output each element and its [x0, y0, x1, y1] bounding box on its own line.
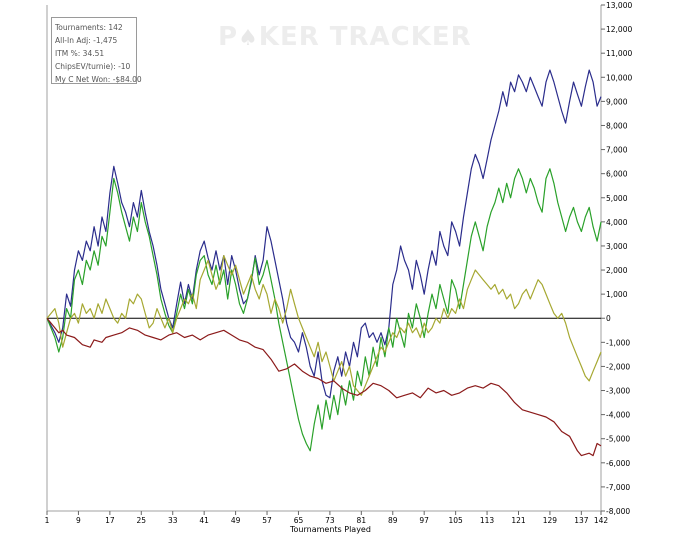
series-line-blue [46, 69, 602, 399]
y-tick-label: 8,000 [606, 121, 628, 130]
y-tick-label: 11,000 [606, 49, 632, 58]
y-tick-label: -8,000 [606, 507, 630, 516]
y-tick-label: -3,000 [606, 387, 630, 396]
pokertracker-watermark: P♠KER TRACKER [218, 22, 472, 52]
y-tick-label: 7,000 [606, 146, 628, 155]
y-tick-label: -6,000 [606, 459, 630, 468]
y-tick-label: -4,000 [606, 411, 630, 420]
y-tick-label: 1,000 [606, 290, 628, 299]
y-tick-label: 5,000 [606, 194, 628, 203]
x-tick-label: 49 [231, 516, 241, 525]
x-tick-label: 17 [105, 516, 115, 525]
stats-box: Tournaments: 142 All-In Adj: -1,475 ITM … [51, 17, 142, 84]
x-tick-label: 41 [199, 516, 209, 525]
x-tick-label: 57 [262, 516, 272, 525]
y-tick-label: 4,000 [606, 218, 628, 227]
x-tick-label: 121 [511, 516, 526, 525]
x-tick-label: 113 [480, 516, 495, 525]
y-tick-label: 12,000 [606, 25, 632, 34]
y-tick-label: 3,000 [606, 242, 628, 251]
x-tick-label: 73 [325, 516, 335, 525]
stat-itm: ITM %: 34.51 [55, 49, 105, 58]
x-tick-label: 65 [294, 516, 304, 525]
series-line-green [46, 168, 602, 452]
y-tick-label: 9,000 [606, 97, 628, 106]
x-tick-label: 1 [45, 516, 50, 525]
x-tick-label: 97 [419, 516, 429, 525]
y-tick-label: -7,000 [606, 483, 630, 492]
x-tick-label: 9 [76, 516, 81, 525]
x-tick-label: 25 [137, 516, 147, 525]
y-tick-label: 13,000 [606, 1, 632, 10]
series-line-red [46, 317, 602, 457]
y-tick-label: 10,000 [606, 73, 632, 82]
x-axis-title: Tournaments Played [290, 525, 371, 534]
x-tick-label: 33 [168, 516, 178, 525]
x-tick-label: 105 [448, 516, 463, 525]
series-line-olive [46, 255, 602, 396]
y-tick-label: -2,000 [606, 362, 630, 371]
stat-net-won: My C Net Won: -$84.00 [55, 75, 142, 84]
y-tick-label: 2,000 [606, 266, 628, 275]
stat-chipsev: ChipsEV/turnie): -10 [55, 62, 131, 71]
stat-tournaments: Tournaments: 142 [55, 23, 123, 32]
y-tick-label: -1,000 [606, 338, 630, 347]
x-tick-label: 89 [388, 516, 398, 525]
y-tick-label: 6,000 [606, 170, 628, 179]
x-tick-label: 142 [594, 516, 609, 525]
x-tick-label: 81 [357, 516, 367, 525]
y-tick-label: -5,000 [606, 435, 630, 444]
y-tick-label: 0 [606, 314, 611, 323]
x-tick-label: 129 [543, 516, 558, 525]
stat-all-in-adj: All-In Adj: -1,475 [55, 36, 118, 45]
x-tick-label: 137 [574, 516, 589, 525]
